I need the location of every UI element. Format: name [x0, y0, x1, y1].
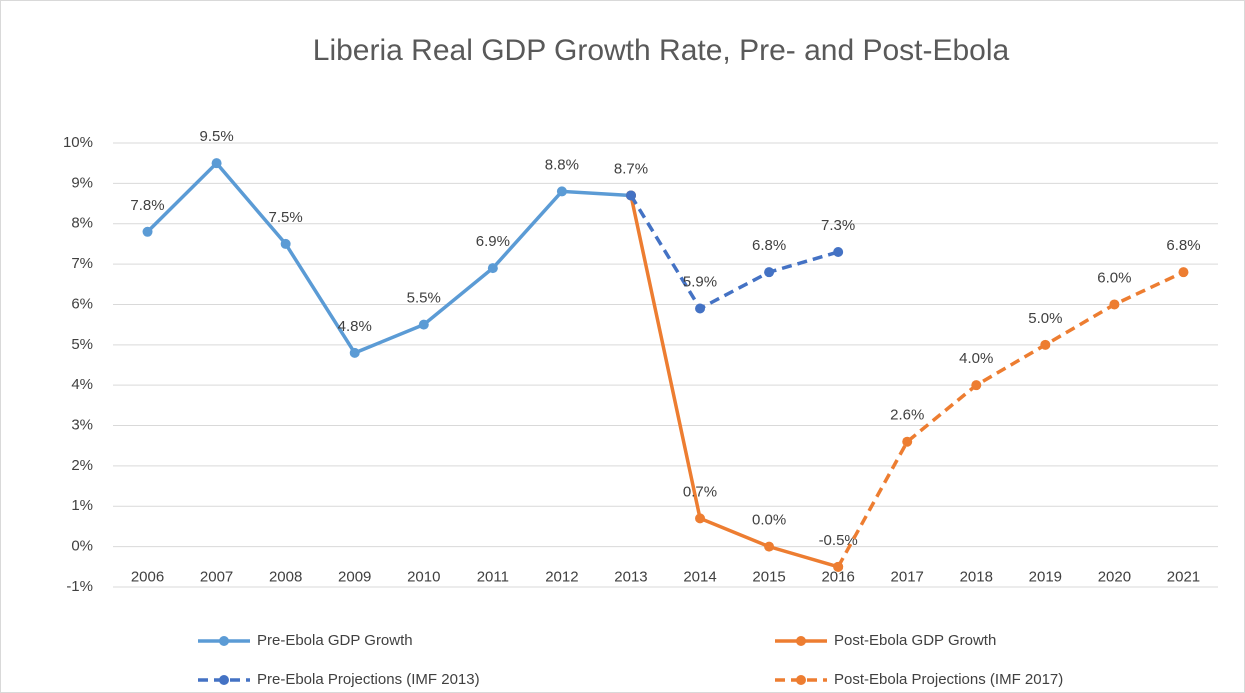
y-tick-label: 8%	[71, 215, 93, 232]
data-label: 6.9%	[476, 233, 510, 250]
y-tick-label: 9%	[71, 174, 93, 191]
x-tick-label: 2011	[477, 569, 509, 586]
data-point	[833, 561, 844, 572]
x-tick-label: 2016	[821, 569, 854, 586]
y-tick-label: 4%	[71, 376, 93, 393]
legend-marker	[219, 636, 229, 646]
data-point	[625, 190, 636, 201]
y-tick-label: 3%	[71, 417, 93, 434]
legend-marker	[219, 675, 229, 685]
y-tick-label: 2%	[71, 457, 93, 474]
data-point	[418, 319, 429, 330]
data-label: 6.0%	[1097, 269, 1131, 286]
data-point	[142, 226, 153, 237]
x-tick-label: 2008	[269, 569, 302, 586]
x-tick-label: 2021	[1167, 569, 1200, 586]
data-label: 5.5%	[407, 290, 441, 307]
data-label: 4.8%	[338, 318, 372, 335]
data-point	[1040, 339, 1051, 350]
legend-label: Pre-Ebola Projections (IMF 2013)	[257, 671, 480, 688]
chart-title: Liberia Real GDP Growth Rate, Pre- and P…	[313, 34, 1010, 67]
data-point	[764, 267, 775, 278]
data-label: 0.0%	[752, 512, 786, 529]
x-tick-label: 2009	[338, 569, 371, 586]
data-label: 6.8%	[1166, 237, 1200, 254]
y-tick-label: 5%	[71, 336, 93, 353]
data-point	[971, 380, 982, 391]
legend-label: Pre-Ebola GDP Growth	[257, 632, 413, 649]
data-label: 8.7%	[614, 160, 648, 177]
data-point	[833, 246, 844, 257]
x-tick-label: 2013	[614, 569, 647, 586]
y-tick-label: -1%	[66, 578, 93, 595]
legend-marker	[796, 675, 806, 685]
x-tick-label: 2012	[545, 569, 578, 586]
data-label: 4.0%	[959, 350, 993, 367]
series-line	[836, 270, 1185, 568]
y-tick-label: 6%	[71, 295, 93, 312]
data-label: 5.0%	[1028, 310, 1062, 327]
data-label: 7.3%	[821, 217, 855, 234]
data-point	[487, 263, 498, 274]
x-tick-label: 2020	[1098, 569, 1131, 586]
legend-label: Post-Ebola GDP Growth	[834, 632, 996, 649]
data-label: 2.6%	[890, 407, 924, 424]
data-label: 6.8%	[752, 237, 786, 254]
data-point	[902, 436, 913, 447]
x-tick-label: 2007	[200, 569, 233, 586]
series-line	[629, 195, 839, 569]
data-point	[1109, 299, 1120, 310]
series-line	[629, 194, 839, 311]
data-point	[280, 238, 291, 249]
y-tick-label: 1%	[71, 497, 93, 514]
data-point	[349, 347, 360, 358]
x-tick-label: 2015	[752, 569, 785, 586]
data-label: 8.8%	[545, 156, 579, 173]
data-point	[764, 541, 775, 552]
x-tick-label: 2018	[960, 569, 993, 586]
data-point	[695, 303, 706, 314]
data-label: 7.5%	[269, 209, 303, 226]
data-point	[211, 158, 222, 169]
data-label: -0.5%	[819, 532, 858, 549]
x-tick-label: 2019	[1029, 569, 1062, 586]
data-label: 0.7%	[683, 483, 717, 500]
data-label: 9.5%	[199, 128, 233, 145]
y-tick-label: 7%	[71, 255, 93, 272]
legend-label: Post-Ebola Projections (IMF 2017)	[834, 671, 1063, 688]
data-label: 5.9%	[683, 273, 717, 290]
y-tick-label: 0%	[71, 538, 93, 555]
series-line	[146, 160, 632, 356]
data-point	[556, 186, 567, 197]
y-tick-label: 10%	[63, 134, 93, 151]
x-tick-label: 2014	[683, 569, 716, 586]
x-tick-label: 2017	[891, 569, 924, 586]
data-label: 7.8%	[130, 197, 164, 214]
data-point	[695, 513, 706, 524]
x-tick-label: 2006	[131, 569, 164, 586]
x-tick-label: 2010	[407, 569, 440, 586]
legend-marker	[796, 636, 806, 646]
data-point	[1178, 267, 1189, 278]
